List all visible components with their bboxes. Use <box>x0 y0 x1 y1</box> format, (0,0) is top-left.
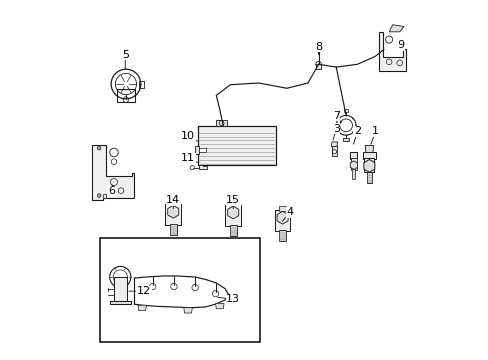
Polygon shape <box>109 301 131 304</box>
Bar <box>279 230 285 241</box>
Polygon shape <box>92 145 134 201</box>
Text: 6: 6 <box>108 185 116 196</box>
Text: 3: 3 <box>332 124 339 140</box>
Polygon shape <box>362 152 375 159</box>
Polygon shape <box>365 145 373 153</box>
Polygon shape <box>183 308 192 313</box>
Bar <box>279 206 285 211</box>
Text: 10: 10 <box>181 131 197 141</box>
Polygon shape <box>277 211 287 224</box>
Polygon shape <box>167 206 179 218</box>
Bar <box>139 81 143 87</box>
Bar <box>225 205 241 226</box>
Bar <box>274 210 290 231</box>
Bar <box>351 158 356 170</box>
Text: 14: 14 <box>166 195 180 208</box>
Text: 15: 15 <box>226 195 240 208</box>
Bar <box>343 138 348 141</box>
Polygon shape <box>363 159 374 172</box>
Text: 13: 13 <box>217 294 240 304</box>
Polygon shape <box>330 142 337 147</box>
Circle shape <box>97 147 101 150</box>
Text: 7: 7 <box>332 111 341 122</box>
Text: 11: 11 <box>181 153 197 163</box>
Bar <box>198 126 275 165</box>
Text: 1: 1 <box>370 126 379 144</box>
Polygon shape <box>215 303 224 309</box>
Bar <box>100 238 260 342</box>
Polygon shape <box>103 194 106 198</box>
Polygon shape <box>388 25 403 32</box>
Text: 9: 9 <box>396 40 404 50</box>
Bar <box>114 277 126 301</box>
Text: 5: 5 <box>122 50 128 69</box>
Bar <box>366 171 371 183</box>
Text: 4: 4 <box>282 207 293 221</box>
Bar <box>229 225 236 236</box>
Bar <box>364 158 374 172</box>
Polygon shape <box>349 152 357 159</box>
Bar <box>199 148 205 153</box>
Polygon shape <box>138 305 146 311</box>
Text: 2: 2 <box>353 126 360 144</box>
Polygon shape <box>227 206 238 219</box>
Bar <box>229 201 236 206</box>
Bar <box>216 120 226 126</box>
Polygon shape <box>316 64 320 69</box>
Bar <box>169 200 176 205</box>
Bar <box>331 146 336 156</box>
Bar <box>352 170 355 179</box>
Polygon shape <box>379 32 405 71</box>
Bar <box>343 109 347 112</box>
Bar <box>169 224 176 235</box>
Bar <box>165 204 181 225</box>
Text: 8: 8 <box>314 42 322 54</box>
Text: 12: 12 <box>128 286 151 296</box>
Bar <box>195 147 199 154</box>
Bar <box>117 89 135 102</box>
Circle shape <box>97 194 101 197</box>
Polygon shape <box>199 165 207 170</box>
Polygon shape <box>349 161 357 170</box>
